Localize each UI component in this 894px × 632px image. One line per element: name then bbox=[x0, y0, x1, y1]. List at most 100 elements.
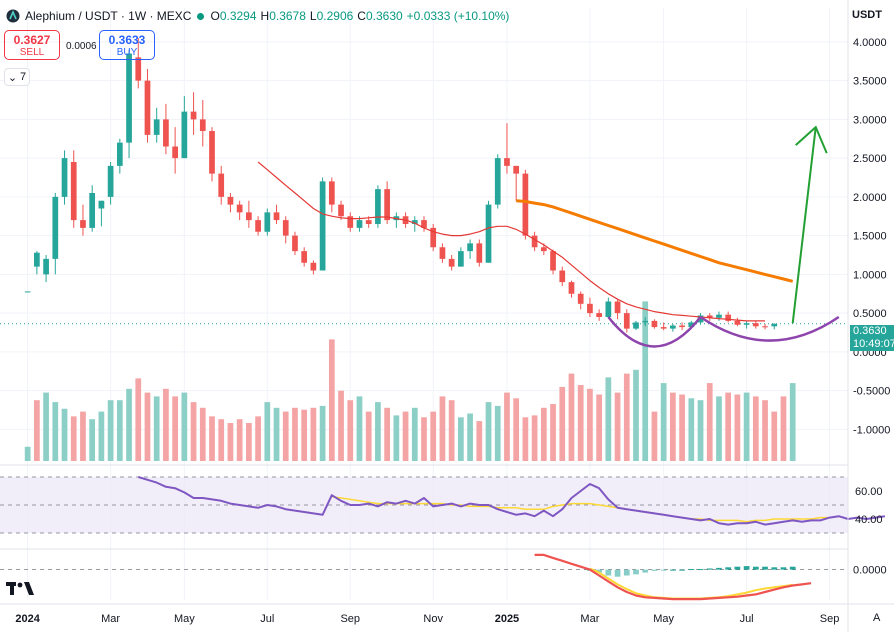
volume-bar bbox=[421, 417, 427, 461]
candle-body bbox=[255, 220, 261, 232]
candle-body bbox=[411, 220, 418, 224]
volume-bar bbox=[697, 400, 704, 461]
rsi-pane bbox=[0, 476, 886, 534]
volume-bar bbox=[458, 417, 464, 461]
candle-body bbox=[61, 158, 68, 197]
candle-body bbox=[633, 322, 639, 329]
price-tick-label: 2.5000 bbox=[853, 153, 887, 165]
volume-bar bbox=[227, 423, 234, 461]
macd-line bbox=[534, 553, 812, 601]
candle-body bbox=[98, 200, 105, 209]
macd-histogram-bar bbox=[725, 567, 732, 570]
macd-tick-label: 0.0000 bbox=[853, 565, 887, 577]
time-tick-label: Jul bbox=[740, 613, 754, 625]
volume-bar bbox=[61, 408, 68, 461]
moving-averages bbox=[257, 161, 794, 322]
price-tick-label: 0.5000 bbox=[853, 308, 887, 320]
macd-histogram-bar bbox=[771, 567, 778, 570]
macd-histogram-bar bbox=[623, 569, 630, 576]
sell-button[interactable]: 0.3627 SELL bbox=[4, 30, 60, 60]
candle-body bbox=[218, 173, 225, 197]
candle-body bbox=[292, 235, 298, 252]
volume-bar bbox=[301, 409, 308, 461]
candle-body bbox=[467, 243, 473, 252]
candle-body bbox=[568, 282, 575, 294]
symbol-title[interactable]: Alephium / USDT · 1W · MEXC bbox=[25, 9, 192, 23]
candle-body bbox=[384, 189, 390, 221]
time-tick-label: Nov bbox=[423, 613, 443, 625]
indicator-count: 7 bbox=[20, 71, 27, 83]
volume-bar bbox=[522, 417, 529, 461]
price-tick-label: 1.0000 bbox=[853, 269, 887, 281]
volume-bar bbox=[116, 400, 123, 461]
macd-histogram-bar bbox=[734, 566, 741, 570]
auto-scale-button[interactable]: A bbox=[873, 612, 881, 624]
volume-bar bbox=[172, 396, 178, 461]
volume-bar bbox=[209, 416, 215, 461]
volume-bar bbox=[642, 301, 649, 461]
volume-bar bbox=[706, 383, 713, 461]
buy-price: 0.3633 bbox=[108, 33, 146, 47]
buy-button[interactable]: 0.3633 BUY bbox=[99, 30, 155, 60]
macd-histogram-bar bbox=[670, 569, 676, 571]
ma-red-line bbox=[257, 161, 765, 322]
candle-body bbox=[310, 262, 317, 271]
volume-bar bbox=[531, 415, 538, 461]
volume-bar bbox=[282, 411, 289, 461]
close-key: C bbox=[357, 9, 366, 23]
volume-bar bbox=[725, 392, 732, 461]
candle-body bbox=[605, 301, 612, 317]
volume-bars bbox=[24, 301, 796, 461]
indicators-toggle-button[interactable]: ⌄ 7 bbox=[4, 68, 30, 86]
volume-bar bbox=[540, 407, 547, 461]
candle-body bbox=[24, 291, 31, 293]
volume-bar bbox=[107, 400, 114, 461]
candle-body bbox=[485, 204, 492, 263]
open-key: O bbox=[210, 9, 220, 23]
volume-bar bbox=[494, 405, 501, 461]
candle-body bbox=[494, 158, 501, 205]
candle-body bbox=[448, 258, 455, 267]
macd-histogram-bar bbox=[614, 569, 621, 577]
current-price-label: 0.3630 10:49:07 bbox=[850, 325, 894, 351]
candle-body bbox=[421, 220, 427, 228]
volume-bar bbox=[467, 413, 473, 461]
volume-bar bbox=[596, 394, 602, 461]
candle-body bbox=[246, 212, 252, 221]
price-tick-label: 3.0000 bbox=[853, 114, 887, 126]
rsi-line bbox=[138, 476, 886, 526]
volume-bar bbox=[80, 411, 86, 461]
ma-orange-line bbox=[516, 199, 794, 283]
candle-body bbox=[153, 119, 160, 135]
close-value: 0.3630 bbox=[365, 9, 403, 23]
time-tick-label: Mar bbox=[580, 613, 599, 625]
volume-bar bbox=[365, 411, 372, 461]
volume-bar bbox=[762, 400, 768, 461]
candle-body bbox=[338, 204, 344, 217]
volume-bar bbox=[89, 419, 96, 461]
macd-histogram-bar bbox=[762, 566, 768, 570]
projection-drawings bbox=[607, 125, 840, 348]
candle-body bbox=[439, 247, 446, 259]
volume-bar bbox=[780, 396, 787, 461]
volume-bar bbox=[356, 396, 363, 461]
tradingview-logo-icon bbox=[6, 580, 36, 601]
candle-body bbox=[107, 165, 114, 197]
volume-bar bbox=[439, 396, 446, 461]
candle-body bbox=[706, 315, 713, 318]
candle-body bbox=[282, 220, 289, 236]
high-value: 0.3678 bbox=[269, 9, 306, 23]
candle-body bbox=[577, 293, 584, 304]
volume-bar bbox=[135, 378, 142, 461]
price-tick-label: 3.5000 bbox=[853, 76, 887, 88]
candle-body bbox=[559, 270, 566, 283]
volume-bar bbox=[190, 402, 197, 461]
volume-bar bbox=[411, 407, 418, 461]
projection-arrow-head bbox=[795, 125, 828, 154]
currency-label[interactable]: USDT bbox=[852, 9, 882, 21]
low-key: L bbox=[309, 9, 317, 23]
macd-histogram-bar bbox=[596, 569, 602, 573]
candle-body bbox=[375, 189, 381, 224]
